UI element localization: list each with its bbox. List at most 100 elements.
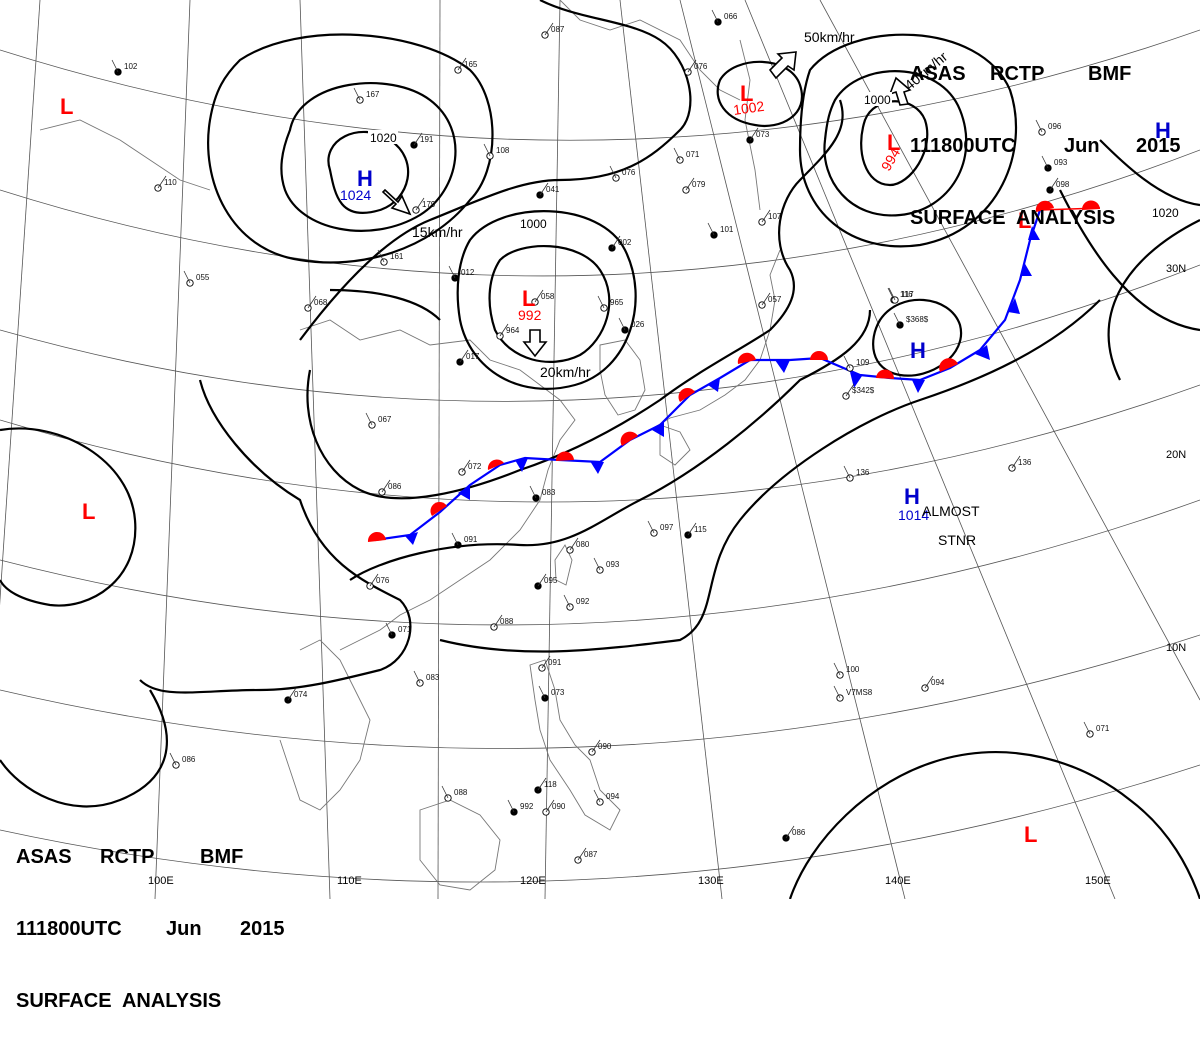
station-pressure-label: 179 [422, 200, 436, 209]
wind-staff [1049, 177, 1059, 191]
station-pressure-label: 964 [506, 326, 520, 335]
station-pressure-label: 058 [541, 292, 555, 301]
longitude-line [819, 0, 1200, 701]
station-pressure-label: 068 [314, 298, 328, 307]
coastline-sakhalin [739, 39, 761, 211]
wind-staff [647, 520, 655, 534]
station-pressure-label: 076 [622, 168, 636, 177]
station-pressure-label: 026 [631, 320, 645, 329]
wind-staff [529, 485, 537, 499]
lat-label: 30N [1166, 263, 1186, 275]
isobar [1099, 139, 1200, 207]
coastline-korea [599, 339, 646, 416]
wind-staff [538, 685, 546, 699]
station-pressure-label: 074 [294, 690, 308, 699]
low-pressure-symbol: L [60, 94, 73, 119]
isobars [0, 0, 1200, 899]
header-month: Jun [1064, 135, 1100, 157]
high-pressure-symbol: H [910, 338, 926, 363]
stnr-label: STNR [938, 532, 976, 548]
isobar [280, 82, 457, 232]
wind-staff [711, 9, 719, 23]
station-pressure-label: 167 [366, 90, 380, 99]
wind-staff [597, 295, 605, 309]
station-pressure-label: 097 [660, 523, 674, 532]
isobar [716, 60, 803, 128]
wind-staff [365, 412, 373, 426]
motion-arrow [768, 51, 797, 80]
header-time: 111800UTC [910, 135, 1016, 157]
wind-staff [593, 789, 601, 803]
station-pressure-label: 091 [464, 535, 478, 544]
isobar [456, 210, 637, 390]
wind-staff [785, 825, 795, 839]
wind-staff [539, 182, 549, 196]
wind-staff [843, 355, 851, 369]
station-pressure-label: 086 [388, 482, 402, 491]
latitude-line [0, 764, 1200, 883]
low-pressure-symbol: L [1024, 822, 1037, 847]
warm-front-bump [555, 451, 574, 461]
wind-staff [924, 675, 934, 689]
longitude-line [154, 0, 191, 899]
wind-staff [483, 143, 491, 157]
warm-front-bump [430, 501, 447, 516]
longitude-lines [0, 0, 1200, 899]
header-month: Jun [166, 918, 202, 940]
coastline-taiwan [554, 544, 573, 586]
cold-front-barb [912, 380, 925, 393]
high-pressure-symbol: H [1155, 118, 1171, 143]
wind-staff [687, 522, 697, 536]
wind-staff [537, 573, 547, 587]
station-pressure-label: 017 [466, 352, 480, 361]
wind-staff [687, 59, 697, 73]
wind-staff [893, 312, 901, 326]
wind-staff [1083, 721, 1091, 735]
header-station: RCTP [100, 846, 155, 868]
wind-staff [111, 59, 119, 73]
wind-staff [685, 177, 695, 191]
station-pressure-label: 094 [931, 678, 945, 687]
wind-staff [1041, 155, 1049, 169]
wind-staff [591, 739, 601, 753]
wind-staff [381, 479, 391, 493]
low-pressure-symbol: L [887, 130, 900, 155]
wind-staff [563, 594, 571, 608]
station-pressure-label: 109 [856, 358, 870, 367]
station-pressure-label: 012 [461, 268, 475, 277]
station-pressure-label: 076 [694, 62, 708, 71]
wind-staff [307, 295, 317, 309]
latitude-line [0, 499, 1200, 626]
station-pressure-label: 191 [420, 135, 434, 144]
station-pressure-label: 136 [1018, 458, 1032, 467]
warm-front-bump [939, 358, 958, 372]
wind-staff [888, 287, 896, 301]
wind-staff [499, 323, 509, 337]
longitude-line [437, 0, 441, 899]
low-pressure-symbol: L [82, 499, 95, 524]
cold-front-barb [775, 360, 790, 373]
header-title: SURFACE ANALYSIS [16, 990, 222, 1012]
cold-front-barb [1020, 262, 1032, 276]
wind-staff [385, 622, 393, 636]
lat-label: 20N [1166, 449, 1186, 461]
station-pressure-label: 057 [768, 295, 782, 304]
wind-staff [353, 87, 361, 101]
motion-label: 15km/hr [412, 224, 463, 240]
wind-staff [461, 459, 471, 473]
wind-staff [833, 685, 841, 699]
central-pressure-value: 1014 [898, 507, 929, 523]
station-pressure-label: 115 [694, 525, 707, 534]
wind-staff [761, 209, 771, 223]
coastline-kyushu [659, 424, 691, 466]
wind-staff [1011, 455, 1021, 469]
latitude-line [0, 384, 1200, 503]
wind-staff [593, 557, 601, 571]
low-pressure-symbol: L [522, 286, 535, 311]
station-pressure-label: V7MS8 [846, 688, 873, 697]
wind-staff [287, 687, 297, 701]
wind-staff [377, 249, 385, 263]
station-pressure-label: 087 [551, 25, 565, 34]
station-pressure-label: 992 [520, 802, 534, 811]
